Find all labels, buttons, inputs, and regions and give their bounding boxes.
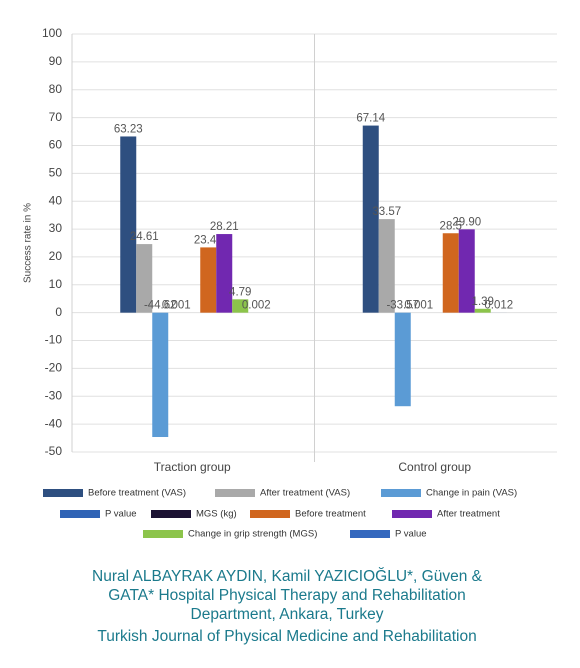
y-tick-label: 80 — [49, 82, 63, 96]
value-label: 0.002 — [242, 300, 271, 312]
legend-label: Change in grip strength (MGS) — [188, 529, 317, 540]
legend-swatch — [215, 489, 255, 497]
y-tick-label: -10 — [45, 333, 63, 347]
legend-swatch — [381, 489, 421, 497]
y-tick-label: 90 — [49, 54, 63, 68]
footer-line: Nural ALBAYRAK AYDIN, Kamil YAZICIOĞLU*,… — [92, 568, 483, 585]
legend-label: Before treatment — [295, 509, 366, 520]
y-tick-label: 60 — [49, 138, 63, 152]
value-label: 28.5 — [440, 220, 462, 232]
value-label: 0.001 — [162, 300, 191, 312]
y-tick-label: -30 — [45, 388, 63, 402]
bar — [362, 125, 379, 313]
value-label: 29.90 — [452, 216, 481, 228]
bar — [232, 299, 249, 313]
y-tick-label: -50 — [45, 444, 63, 458]
bar — [136, 244, 153, 313]
footer-line: Department, Ankara, Turkey — [191, 606, 384, 623]
x-tick-label: Traction group — [154, 460, 231, 474]
value-label: 67.14 — [356, 113, 385, 125]
legend-swatch — [60, 510, 100, 518]
y-tick-label: 30 — [49, 221, 63, 235]
legend-swatch — [350, 530, 390, 538]
y-axis-label: Success rate in % — [23, 203, 34, 283]
bar — [474, 308, 491, 313]
legend-label: MGS (kg) — [196, 509, 237, 520]
legend-swatch — [43, 489, 83, 497]
value-label: 0.001 — [404, 300, 433, 312]
value-label: 33.57 — [372, 206, 401, 218]
bar — [200, 247, 217, 313]
y-tick-label: -40 — [45, 416, 63, 430]
bar — [378, 219, 395, 313]
legend-swatch — [151, 510, 191, 518]
value-label: 63.23 — [114, 123, 143, 135]
value-label: -44.62 — [144, 300, 177, 312]
bar — [458, 229, 475, 313]
value-label: 23.42 — [194, 234, 223, 246]
legend-label: After treatment — [437, 509, 500, 520]
legend-label: P value — [105, 509, 137, 520]
legend-swatch — [143, 530, 183, 538]
bar — [120, 136, 137, 313]
y-tick-label: 40 — [49, 193, 63, 207]
value-label: 28.21 — [210, 221, 239, 233]
legend-label: Change in pain (VAS) — [426, 488, 517, 499]
footer-line: GATA* Hospital Physical Therapy and Reha… — [108, 587, 466, 604]
value-label: 4.79 — [229, 286, 251, 298]
y-tick-label: 0 — [55, 305, 62, 319]
y-tick-label: 100 — [42, 26, 62, 40]
legend-swatch — [392, 510, 432, 518]
legend-swatch — [250, 510, 290, 518]
value-label: -33.57 — [386, 300, 419, 312]
y-tick-label: 10 — [49, 277, 63, 291]
legend-label: After treatment (VAS) — [260, 488, 350, 499]
value-label: 1.39 — [472, 296, 494, 308]
bar — [216, 234, 233, 313]
y-tick-label: 20 — [49, 249, 63, 263]
y-tick-label: 70 — [49, 110, 63, 124]
x-tick-label: Control group — [398, 460, 471, 474]
bar — [152, 312, 169, 438]
legend-label: P value — [395, 529, 427, 540]
bar — [394, 312, 411, 407]
footer-line: Turkish Journal of Physical Medicine and… — [97, 628, 476, 645]
y-tick-label: -20 — [45, 361, 63, 375]
legend-label: Before treatment (VAS) — [88, 488, 186, 499]
value-label: 24.61 — [130, 231, 159, 243]
y-tick-label: 50 — [49, 166, 63, 180]
bar — [442, 233, 459, 313]
value-label: 0.012 — [484, 300, 513, 312]
